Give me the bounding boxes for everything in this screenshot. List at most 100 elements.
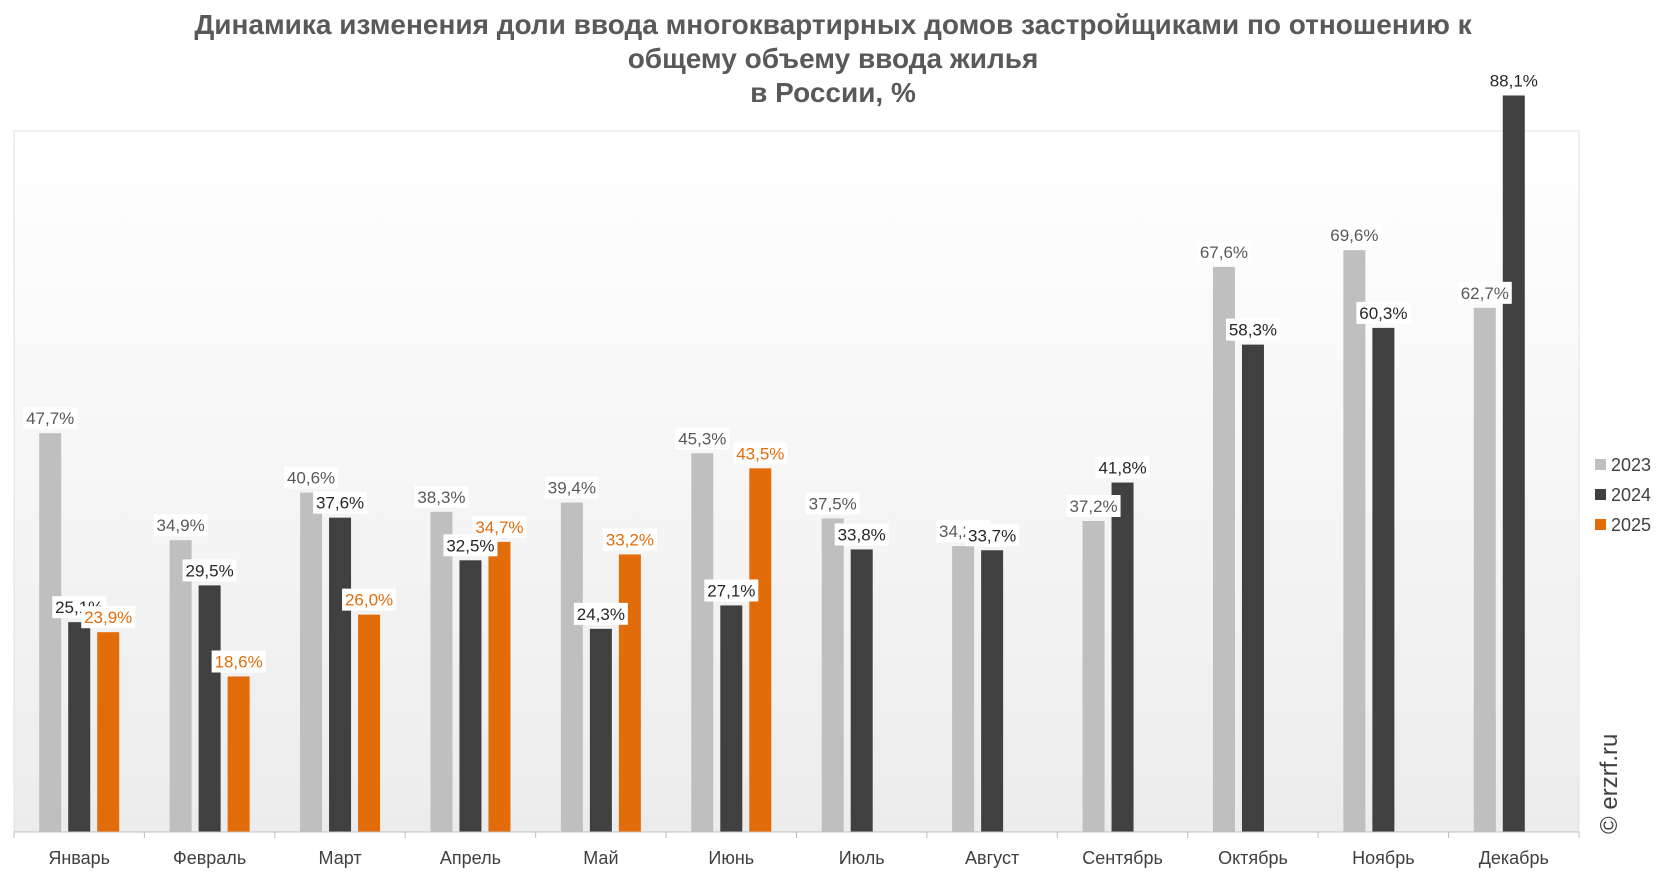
- data-label-2025: 18,6%: [215, 653, 263, 672]
- data-label-2025: 43,5%: [736, 444, 784, 463]
- data-label-2023: 62,7%: [1461, 284, 1509, 303]
- data-label-bg: [1327, 224, 1382, 247]
- data-label-2024: 29,5%: [186, 561, 234, 580]
- category-label: Январь: [48, 848, 110, 868]
- bar-2024: [981, 550, 1004, 832]
- data-label-2024: 58,3%: [1229, 321, 1277, 340]
- data-label-bg: [704, 579, 759, 602]
- data-label-bg: [733, 442, 788, 465]
- data-label-bg: [1486, 69, 1541, 92]
- chart-title: Динамика изменения доли ввода многокварт…: [0, 8, 1666, 110]
- data-label-bg: [675, 427, 730, 450]
- bar-2024: [198, 585, 221, 832]
- data-label-bg: [284, 466, 339, 489]
- bar-2023: [560, 502, 583, 832]
- category-label: Ноябрь: [1352, 848, 1414, 868]
- data-label-bg: [602, 528, 657, 551]
- category-label: Август: [965, 848, 1019, 868]
- data-label-2024: 41,8%: [1098, 459, 1146, 478]
- bar-2024: [459, 560, 482, 832]
- data-label-bg: [1066, 495, 1121, 518]
- bar-2023: [300, 492, 323, 832]
- bar-2025: [227, 676, 250, 832]
- category-label: Сентябрь: [1082, 848, 1163, 868]
- category-label: Март: [319, 848, 362, 868]
- data-label-2024: 24,3%: [577, 605, 625, 624]
- data-label-bg: [544, 476, 599, 499]
- category-labels-layer: Январь Февраль Март Апрель Май Июнь Июль Август…: [48, 848, 1549, 868]
- data-label-bg: [1196, 240, 1251, 263]
- data-label-2024: 32,5%: [446, 536, 494, 555]
- watermark: © erzrf.ru: [1596, 733, 1623, 834]
- data-label-bg: [1356, 301, 1411, 324]
- data-label-bg: [805, 492, 860, 515]
- legend-label-2024: 2024: [1611, 485, 1652, 505]
- data-label-2024: 33,8%: [838, 525, 886, 544]
- data-label-2023: 67,6%: [1200, 243, 1248, 262]
- data-label-bg: [472, 515, 527, 538]
- data-label-bg: [342, 588, 397, 611]
- data-label-bg: [414, 485, 469, 508]
- data-label-2025: 23,9%: [84, 608, 132, 627]
- bars-layer: [39, 95, 1525, 833]
- bar-2024: [329, 517, 352, 832]
- data-label-bg: [1457, 281, 1512, 304]
- x-axis-ticks: [13, 832, 1580, 838]
- data-label-2024: 33,7%: [968, 526, 1016, 545]
- category-label: Октябрь: [1218, 848, 1288, 868]
- legend-swatch-2025: [1595, 519, 1606, 530]
- chart-title-line-1: Динамика изменения доли ввода многокварт…: [194, 9, 1472, 40]
- bar-2023: [1212, 266, 1235, 832]
- bar-2025: [618, 554, 641, 832]
- data-label-2023: 37,2%: [1069, 497, 1117, 516]
- data-label-2023: 34,9%: [157, 516, 205, 535]
- data-label-2023: 45,3%: [678, 429, 726, 448]
- bar-2023: [1082, 521, 1105, 832]
- bar-2023: [1473, 307, 1496, 832]
- bar-2023: [821, 518, 844, 832]
- bar-2025: [488, 541, 511, 832]
- data-label-2025: 26,0%: [345, 591, 393, 610]
- bar-2023: [39, 433, 62, 832]
- chart-title-line-2: общему объему ввода жилья: [627, 43, 1039, 74]
- bar-2023: [691, 453, 714, 832]
- bar-2024: [1111, 482, 1134, 832]
- data-label-2023: 37,5%: [809, 495, 857, 514]
- data-label-bg: [1225, 318, 1280, 341]
- category-label: Апрель: [440, 848, 501, 868]
- category-label: Июнь: [708, 848, 754, 868]
- bar-2023: [1343, 250, 1366, 833]
- category-label: Июль: [839, 848, 885, 868]
- data-label-bg: [834, 523, 889, 546]
- legend-label-2025: 2025: [1611, 515, 1652, 535]
- plot-area: [13, 130, 1580, 833]
- data-label-2024: 37,6%: [316, 494, 364, 513]
- bar-2024: [1372, 327, 1395, 832]
- data-label-2024: 60,3%: [1359, 304, 1407, 323]
- bar-2025: [749, 468, 772, 832]
- data-label-bg: [211, 650, 266, 673]
- data-label-2023: 38,3%: [417, 488, 465, 507]
- data-label-bg: [23, 407, 78, 430]
- bar-2024: [1502, 95, 1525, 832]
- bar-2024: [850, 549, 873, 832]
- data-labels-layer: 47,7%25,1%23,9%34,9%29,5%18,6%40,6%37,6%…: [23, 69, 1541, 673]
- data-label-2024: 88,1%: [1490, 71, 1538, 90]
- data-label-2024: 27,1%: [707, 581, 755, 600]
- bar-2024: [589, 628, 612, 832]
- bar-2024: [1241, 344, 1264, 832]
- data-label-2023: 40,6%: [287, 469, 335, 488]
- data-label-2025: 33,2%: [606, 530, 654, 549]
- bar-2023: [169, 540, 192, 832]
- legend-label-2023: 2023: [1611, 455, 1652, 475]
- legend-swatch-2023: [1595, 459, 1606, 470]
- category-label: Май: [583, 848, 618, 868]
- data-label-2023: 69,6%: [1330, 226, 1378, 245]
- bar-2023: [952, 546, 975, 832]
- category-label: Декабрь: [1479, 848, 1549, 868]
- bar-2025: [358, 614, 381, 832]
- data-label-2023: 47,7%: [26, 409, 74, 428]
- data-label-2023: 39,4%: [548, 479, 596, 498]
- bar-2024: [68, 622, 91, 832]
